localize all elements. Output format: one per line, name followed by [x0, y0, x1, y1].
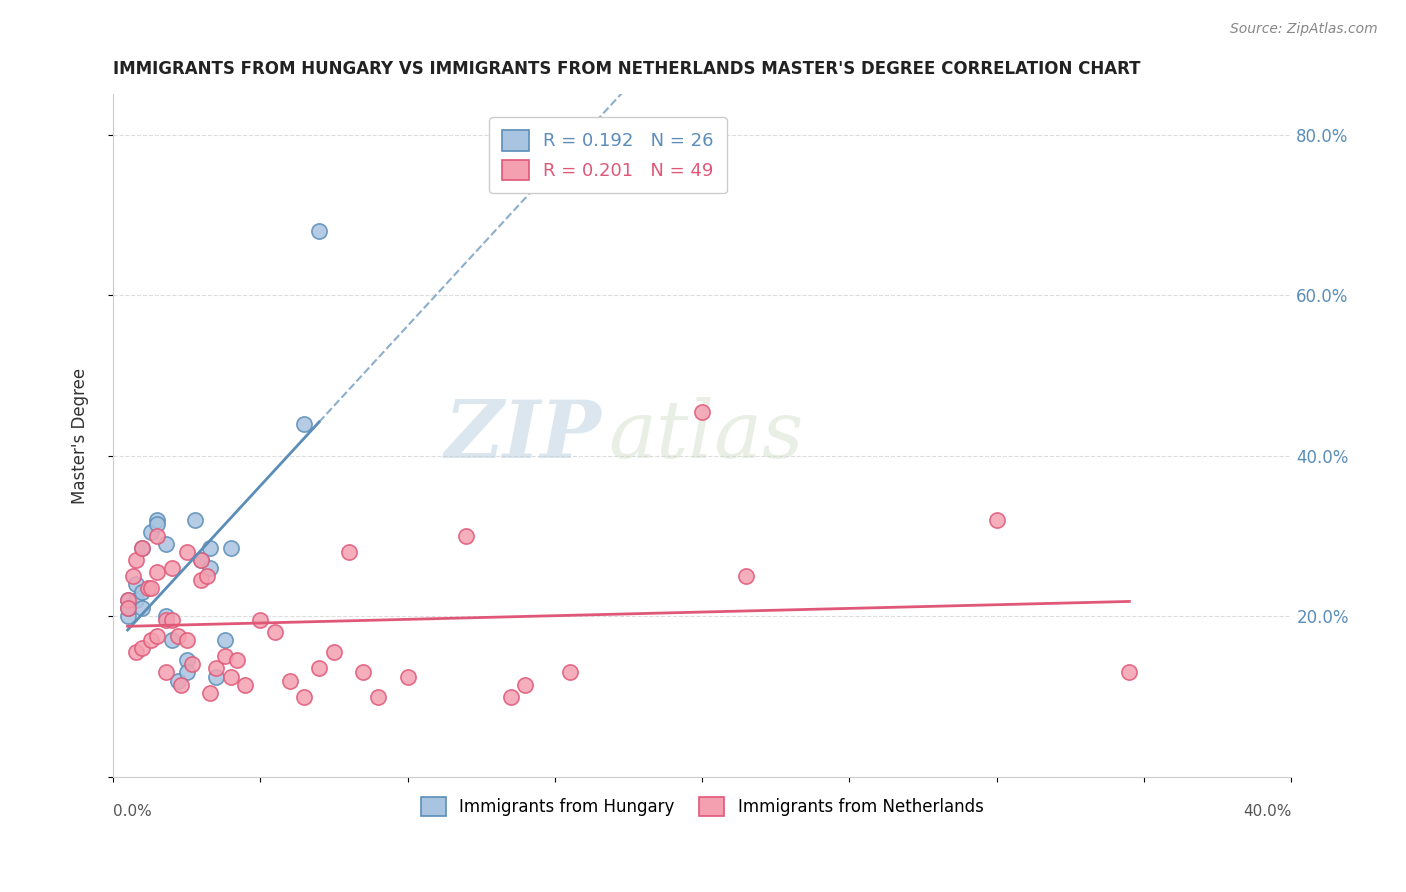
Point [198, 685, 221, 699]
Point [136, 581, 159, 595]
Point [131, 641, 153, 656]
Point [125, 577, 148, 591]
Point [367, 690, 389, 704]
Point [396, 669, 419, 683]
Point [690, 404, 713, 418]
Point [198, 561, 221, 575]
Text: atlas: atlas [607, 397, 803, 475]
Point [155, 665, 177, 680]
Point [219, 541, 242, 555]
Point [176, 633, 198, 648]
Point [141, 581, 163, 595]
Point [205, 669, 228, 683]
Point [558, 665, 581, 680]
Point [155, 537, 177, 551]
Point [205, 661, 228, 675]
Point [131, 541, 153, 555]
Point [131, 601, 153, 615]
Point [117, 593, 139, 607]
Point [141, 524, 163, 539]
Point [499, 690, 522, 704]
Point [125, 645, 148, 659]
Point [735, 569, 758, 583]
Point [176, 665, 198, 680]
Point [1118, 665, 1140, 680]
Point [214, 649, 236, 664]
Text: IMMIGRANTS FROM HUNGARY VS IMMIGRANTS FROM NETHERLANDS MASTER'S DEGREE CORRELATI: IMMIGRANTS FROM HUNGARY VS IMMIGRANTS FR… [112, 60, 1140, 78]
Point [456, 529, 478, 543]
Point [190, 553, 212, 567]
Point [117, 601, 139, 615]
Text: ZIP: ZIP [446, 397, 602, 475]
Point [219, 669, 242, 683]
Point [181, 657, 204, 672]
Point [131, 541, 153, 555]
Point [160, 561, 183, 575]
Point [515, 677, 537, 691]
Point [155, 613, 177, 627]
Point [195, 569, 218, 583]
Point [166, 629, 188, 643]
Point [352, 665, 374, 680]
Point [117, 601, 139, 615]
Point [278, 673, 301, 688]
Point [249, 613, 271, 627]
Point [190, 573, 212, 587]
Point [146, 629, 169, 643]
Point [235, 677, 257, 691]
Point [986, 513, 1008, 527]
Point [160, 613, 183, 627]
Point [122, 569, 145, 583]
Point [308, 224, 330, 238]
Point [184, 513, 207, 527]
Point [125, 553, 148, 567]
Point [146, 529, 169, 543]
Point [117, 609, 139, 624]
Point [264, 625, 287, 640]
Point [160, 633, 183, 648]
Point [292, 690, 315, 704]
Text: 0.0%: 0.0% [112, 805, 152, 819]
Point [176, 653, 198, 667]
Point [292, 417, 315, 431]
Point [176, 545, 198, 559]
Point [225, 653, 247, 667]
Point [146, 516, 169, 531]
Point [146, 565, 169, 579]
Point [308, 661, 330, 675]
Point [322, 645, 344, 659]
Point [125, 593, 148, 607]
Legend: Immigrants from Hungary, Immigrants from Netherlands: Immigrants from Hungary, Immigrants from… [413, 790, 990, 823]
Text: 40.0%: 40.0% [1243, 805, 1292, 819]
Point [131, 585, 153, 599]
Point [146, 513, 169, 527]
Point [190, 553, 212, 567]
Point [155, 609, 177, 624]
Point [214, 633, 236, 648]
Text: Source: ZipAtlas.com: Source: ZipAtlas.com [1230, 22, 1378, 37]
Y-axis label: Master's Degree: Master's Degree [72, 368, 89, 504]
Point [117, 593, 139, 607]
Point [198, 541, 221, 555]
Point [169, 677, 191, 691]
Point [166, 673, 188, 688]
Point [337, 545, 360, 559]
Point [141, 633, 163, 648]
